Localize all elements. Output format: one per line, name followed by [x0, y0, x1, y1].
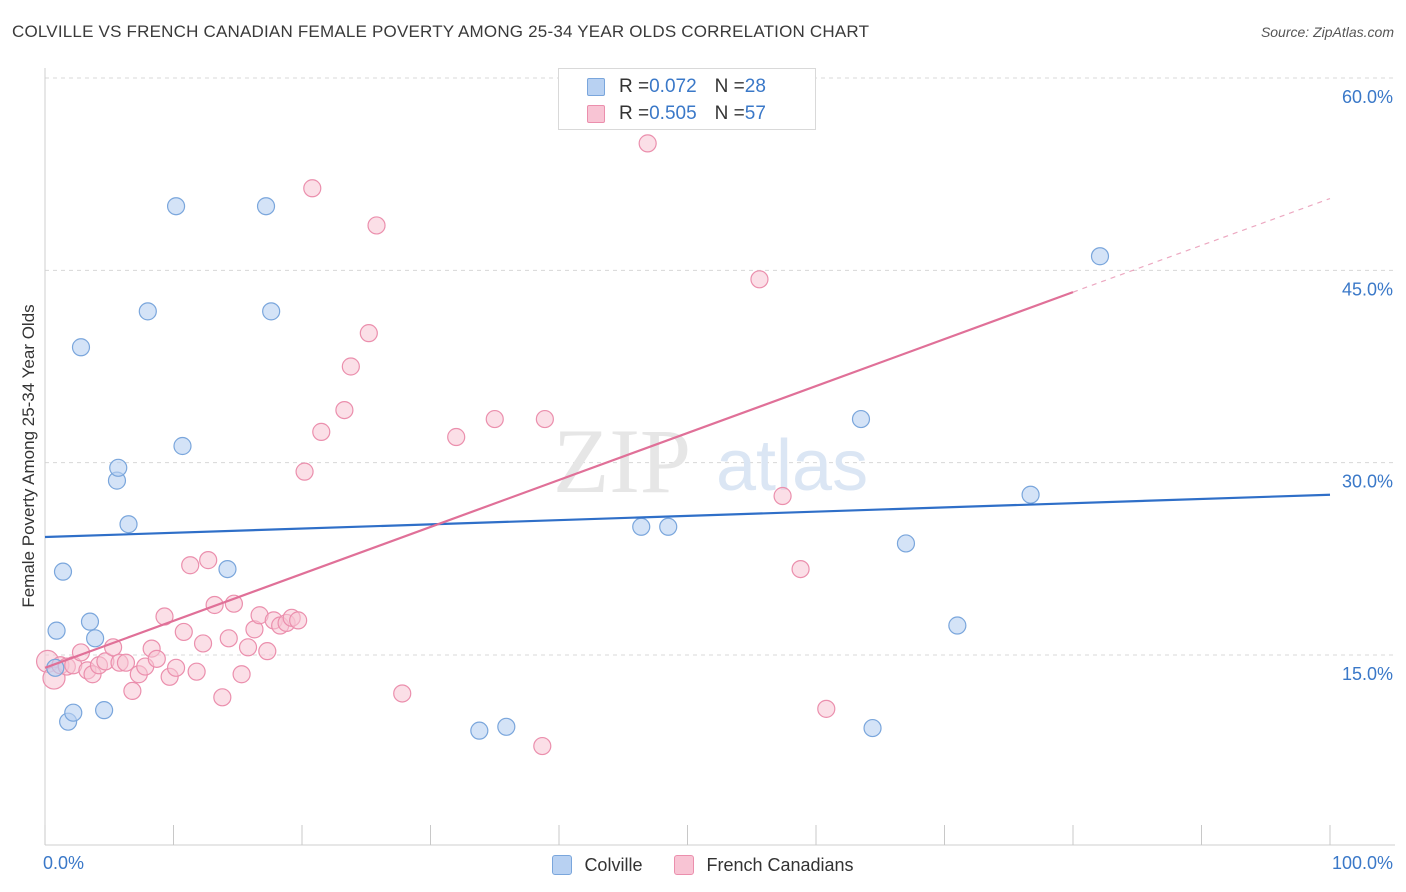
n-label: N = — [714, 76, 745, 97]
french-canadians-point — [193, 634, 213, 653]
trend-lines — [44, 197, 1331, 669]
r-value: 0.505 — [649, 103, 697, 124]
french-canadians-point — [791, 559, 810, 579]
y-tick-label: 45.0% — [1342, 279, 1393, 299]
x-tick-label: 100.0% — [1332, 853, 1393, 873]
french-swatch — [587, 105, 605, 123]
grid-lines — [45, 77, 1395, 656]
colville-point — [166, 197, 186, 216]
french-canadians-point — [295, 462, 314, 481]
colville-trend-line — [44, 493, 1331, 539]
n-value: 28 — [744, 76, 766, 97]
colville-point — [256, 197, 276, 216]
legend-item-french-canadians: French Canadians — [674, 854, 854, 876]
colville-point — [896, 534, 916, 553]
tick-labels: 15.0% 30.0% 45.0% 60.0% 0.0% 100.0% — [43, 87, 1393, 873]
colville-point — [119, 515, 138, 534]
colville-point — [86, 629, 105, 648]
r-label: R = — [619, 103, 650, 124]
colville-point — [95, 701, 114, 720]
colville-point — [1090, 247, 1110, 266]
french-canadians-trend-extension — [1072, 197, 1331, 293]
colville-point — [138, 302, 157, 321]
watermark: ZIP atlas — [553, 410, 868, 512]
french-canadians-point — [303, 179, 322, 198]
french-canadians-point — [232, 665, 251, 684]
series-legend: Colville French Canadians — [0, 852, 1406, 878]
french-canadians-point — [817, 699, 836, 718]
colville-point — [109, 458, 128, 477]
colville-point — [173, 436, 192, 456]
french-canadians-point — [638, 134, 657, 153]
n-label: N = — [714, 103, 745, 124]
colville-point — [262, 302, 281, 321]
french-canadians-point — [359, 324, 378, 343]
french-canadians-point — [367, 216, 386, 235]
r-label: R = — [619, 76, 650, 97]
y-axis-label: Female Poverty Among 25-34 Year Olds — [19, 304, 38, 607]
legend-item-colville: Colville — [552, 855, 642, 876]
french-canadians-point — [238, 638, 258, 657]
colville-point — [218, 559, 237, 579]
french-canadians-point — [187, 662, 206, 681]
colville-point — [470, 721, 489, 740]
french-canadians-point — [116, 653, 136, 672]
french-canadians-point — [773, 486, 792, 506]
french-canadians-trend-line — [44, 291, 1074, 669]
colville-swatch — [552, 855, 573, 875]
french-canadians-point — [447, 427, 466, 447]
colville-point — [80, 612, 100, 631]
colville-point — [497, 717, 516, 736]
colville-point — [863, 718, 882, 738]
french-canadians-point — [485, 409, 504, 429]
source-label: Source: ZipAtlas.com — [1260, 24, 1394, 40]
french-canadians-point — [750, 270, 769, 289]
french-swatch — [674, 855, 695, 875]
colville-point — [632, 517, 651, 536]
french-canadians-point — [123, 681, 142, 701]
legend-label-colville: Colville — [584, 854, 643, 875]
r-value: 0.072 — [649, 76, 697, 97]
y-tick-label: 15.0% — [1342, 664, 1393, 684]
colville-points — [46, 197, 1110, 740]
french-canadians-point — [312, 422, 331, 441]
french-canadians-point — [341, 357, 360, 376]
french-canadians-point — [219, 629, 238, 648]
colville-point — [851, 409, 871, 429]
french-canadians-point — [174, 622, 193, 642]
correlation-legend: R = 0.072 N = 28 R = 0.505 N = 57 — [558, 68, 816, 130]
french-canadians-point — [335, 400, 354, 420]
x-tick-label: 0.0% — [43, 853, 84, 873]
french-canadians-point — [166, 658, 186, 677]
legend-row-colville: R = 0.072 N = 28 — [587, 75, 766, 99]
colville-point — [71, 338, 91, 357]
colville-point — [659, 517, 678, 536]
axes — [44, 68, 1395, 846]
french-canadians-point — [393, 684, 412, 703]
watermark-zip: ZIP — [553, 410, 691, 512]
y-tick-label: 60.0% — [1342, 87, 1393, 107]
chart-title: COLVILLE VS FRENCH CANADIAN FEMALE POVER… — [12, 22, 870, 41]
colville-point — [47, 621, 66, 640]
french-canadians-point — [199, 551, 218, 570]
y-tick-label: 30.0% — [1342, 472, 1393, 492]
legend-label-french-canadians: French Canadians — [706, 854, 854, 875]
colville-point — [53, 562, 73, 581]
french-canadians-point — [147, 649, 166, 668]
french-canadians-point — [258, 642, 277, 661]
french-canadians-point — [104, 638, 123, 657]
french-canadians-point — [533, 736, 552, 756]
colville-point — [948, 616, 967, 635]
french-canadians-point — [213, 688, 232, 707]
colville-point — [64, 703, 83, 722]
french-canadians-point — [535, 409, 554, 429]
french-canadians-point — [181, 556, 200, 575]
colville-swatch — [587, 78, 605, 96]
legend-row-french: R = 0.505 N = 57 — [587, 102, 766, 126]
french-canadians-point — [289, 611, 308, 630]
n-value: 57 — [744, 103, 766, 124]
colville-point — [1021, 485, 1040, 504]
watermark-atlas: atlas — [716, 426, 868, 506]
